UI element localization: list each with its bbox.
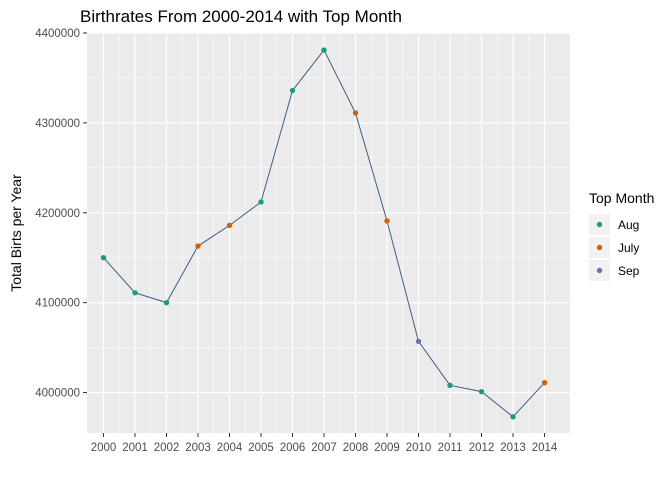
data-point [226,222,233,229]
y-tick-label: 4200000 [35,208,80,220]
data-point [100,255,107,261]
data-point [258,199,264,205]
x-tick-label: 2014 [532,442,558,454]
x-tick-label: 2010 [406,442,432,454]
data-point [352,110,359,116]
data-point [447,382,453,389]
y-tick-label: 4300000 [35,118,80,130]
plot-panel [87,33,570,433]
x-tick-label: 2005 [248,442,274,454]
data-point [132,290,138,296]
x-tick-label: 2012 [469,442,495,454]
x-tick-label: 2008 [343,442,369,454]
x-axis: 2000 2001 2002 2003 2004 2005 2006 2007 2008 2009… [91,433,558,454]
x-tick-label: 2004 [217,442,243,454]
x-tick-label: 2013 [500,442,526,454]
legend-label: July [618,241,639,255]
x-tick-label: 2009 [374,442,400,454]
legend: Top Month Aug July Sep [589,190,654,281]
legend-title: Top Month [589,190,654,206]
data-point [478,388,485,395]
data-point [289,87,296,94]
data-point [384,218,390,224]
data-point [321,47,327,53]
data-point [510,414,516,420]
legend-entries: Aug July Sep [589,214,640,281]
legend-label: Aug [618,218,639,232]
legend-swatch [596,267,603,274]
data-points [100,47,548,420]
data-point [415,338,422,345]
x-tick-label: 2002 [154,442,180,454]
data-point [163,299,170,306]
grid-lines [87,32,570,433]
legend-swatch [596,244,603,251]
legend-swatch [596,221,603,228]
x-tick-label: 2007 [311,442,337,454]
chart-title: Birthrates From 2000-2014 with Top Month [80,7,402,26]
y-axis-title: Total Birts per Year [8,174,24,292]
data-point [541,379,548,386]
x-tick-label: 2003 [185,442,211,454]
x-tick-label: 2011 [438,442,463,454]
y-tick-label: 4100000 [35,298,80,310]
x-tick-label: 2006 [280,442,306,454]
y-axis: 4000000 4100000 4200000 4300000 4400000 [35,28,87,400]
x-tick-label: 2001 [122,442,148,454]
y-tick-label: 4000000 [35,388,80,400]
data-point [195,243,201,249]
y-tick-label: 4400000 [35,28,80,40]
x-tick-label: 2000 [91,442,117,454]
legend-label: Sep [618,264,640,278]
